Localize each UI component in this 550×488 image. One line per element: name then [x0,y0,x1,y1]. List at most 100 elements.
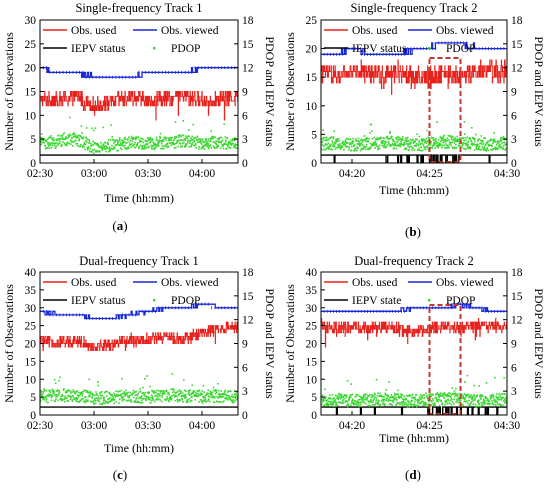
pdop-point [463,397,465,400]
pdop-point [482,140,484,142]
pdop-point [122,392,124,395]
pdop-point [173,136,176,138]
pdop-point [212,386,215,389]
pdop-point [322,401,324,403]
pdop-point [443,134,446,137]
pdop-point [357,404,360,406]
pdop-point [176,395,178,398]
pdop-point [360,144,362,146]
pdop-point [342,144,345,146]
pdop-point [140,140,142,143]
pdop-point [86,138,89,141]
pdop-point [439,145,441,147]
pdop-point [203,391,205,393]
pdop-point [233,144,235,147]
pdop-point [501,404,504,407]
pdop-point [213,401,215,404]
y-left-tick-label: 20 [306,339,318,351]
pdop-point [373,396,376,399]
pdop-point [345,137,348,140]
pdop-point [65,390,67,392]
pdop-point [442,135,445,138]
panel-title: Single-frequency Track 1 [75,1,202,15]
pdop-point [218,400,221,403]
pdop-point [421,397,424,399]
pdop-point [231,400,234,402]
pdop-point [104,391,107,393]
pdop-point [393,397,396,400]
pdop-point [231,395,233,398]
pdop-point [461,403,464,406]
pdop-point [158,139,161,141]
pdop-point [66,400,69,402]
pdop-point [451,146,454,149]
pdop-point [434,139,436,141]
pdop-point [362,147,365,150]
pdop-point [120,144,123,146]
pdop-point [386,135,389,138]
pdop-point [466,136,468,139]
pdop-point [491,139,494,142]
pdop-point [453,395,456,398]
pdop-point [190,392,193,395]
y-right-tick-label: 0 [511,410,517,422]
pdop-point [60,395,62,398]
pdop-point [487,398,489,401]
pdop-point [45,396,47,398]
pdop-point [453,390,456,392]
pdop-point [327,146,329,148]
pdop-point [210,392,213,395]
pdop-point [204,396,207,399]
pdop-point [101,394,104,397]
pdop-point [189,142,191,144]
pdop-point [413,403,416,405]
x-tick-label: 03:30 [135,168,161,180]
pdop-point [198,148,200,150]
pdop-point [107,141,109,144]
pdop-point [347,403,349,405]
pdop-point [223,123,225,125]
pdop-point [440,400,442,403]
pdop-point [128,396,131,399]
pdop-point [486,148,488,151]
pdop-point [388,142,390,145]
pdop-point [500,404,502,406]
pdop-point [482,398,485,400]
pdop-point [132,396,135,399]
pdop-point [458,145,460,147]
pdop-point [229,143,232,145]
pdop-point [124,392,126,394]
pdop-point [200,147,202,150]
pdop-point [50,135,52,137]
pdop-point [492,142,494,145]
pdop-point [151,139,154,141]
pdop-point [459,145,461,147]
pdop-point [61,143,63,146]
pdop-point [89,142,92,145]
pdop-point [124,136,126,139]
pdop-point [181,142,184,145]
pdop-point [481,404,484,406]
pdop-point [231,140,234,142]
pdop-point [393,395,395,398]
pdop-point [206,392,209,394]
pdop-point [474,140,476,143]
pdop-point [478,148,480,150]
pdop-point [213,401,216,404]
pdop-point [349,138,352,140]
y-left-tick-label: 35 [25,285,37,297]
pdop-point [120,148,123,151]
pdop-point [91,144,93,147]
pdop-point [91,149,94,151]
pdop-point [53,390,55,392]
pdop-point [483,149,485,151]
pdop-point [488,145,491,147]
pdop-point [110,147,113,150]
pdop-point [457,399,460,401]
pdop-point [67,394,69,397]
pdop-point [160,147,162,150]
pdop-point [376,401,378,404]
pdop-point [230,400,233,402]
pdop-point [449,395,452,398]
pdop-point [187,400,189,403]
